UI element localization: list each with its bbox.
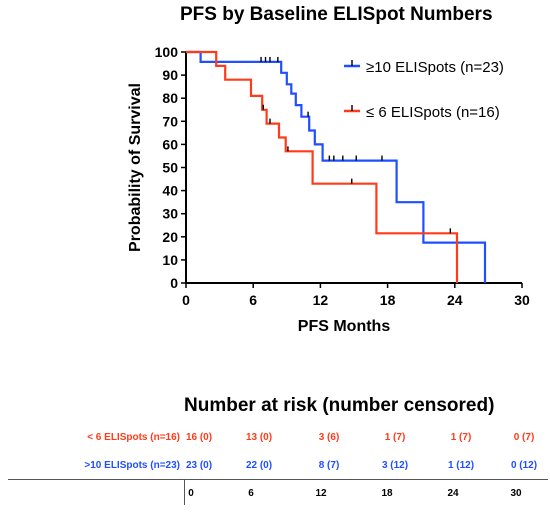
series-line-high bbox=[186, 50, 487, 283]
y-tick-label: 20 bbox=[162, 229, 178, 245]
risk-cell: 16 (0) bbox=[185, 432, 213, 443]
risk-row-label: >10 ELISpots (n=23) bbox=[84, 460, 180, 471]
risk-cell: 3 (6) bbox=[318, 432, 340, 443]
legend-label: ≥10 ELISpots (n=23) bbox=[366, 59, 504, 76]
risk-cell: 0 (12) bbox=[510, 460, 538, 471]
x-tick-label: 18 bbox=[380, 292, 396, 308]
risk-cell: 13 (0) bbox=[245, 432, 273, 443]
y-tick-label: 50 bbox=[162, 160, 178, 176]
y-tick-label: 80 bbox=[162, 90, 178, 106]
x-tick-label: 0 bbox=[182, 292, 190, 308]
chart-title: PFS by Baseline ELISpot Numbers bbox=[180, 4, 493, 25]
risk-cell: 1 (7) bbox=[384, 432, 406, 443]
km-survival-chart: 0 10 20 30 40 50 60 70 80 90 100 0 6 12 18 24 30 PFS Mont… bbox=[127, 44, 530, 335]
x-tick-label: 6 bbox=[249, 292, 257, 308]
x-tick-label: 30 bbox=[514, 292, 530, 308]
risk-table-title: Number at risk (number censored) bbox=[184, 395, 495, 416]
y-tick-label: 70 bbox=[162, 113, 178, 129]
y-tick-label: 60 bbox=[162, 136, 178, 152]
x-tick-label: 24 bbox=[447, 292, 463, 308]
risk-row-label: < 6 ELISpots (n=16) bbox=[87, 432, 180, 443]
y-axis-label: Probability of Survival bbox=[127, 83, 144, 252]
risk-time-label: 0 bbox=[188, 488, 194, 499]
risk-cell: 22 (0) bbox=[245, 460, 273, 471]
risk-time-label: 6 bbox=[248, 488, 254, 499]
y-tick-label: 30 bbox=[162, 206, 178, 222]
y-tick-label: 10 bbox=[162, 252, 178, 268]
y-tick-label: 90 bbox=[162, 67, 178, 83]
risk-table-divider bbox=[8, 479, 548, 480]
risk-cell: 3 (12) bbox=[381, 460, 409, 471]
risk-time-label: 18 bbox=[381, 488, 393, 499]
risk-cell: 1 (12) bbox=[447, 460, 475, 471]
risk-table-axis-line bbox=[184, 479, 185, 505]
x-tick-label: 12 bbox=[313, 292, 329, 308]
x-axis-label: PFS Months bbox=[298, 318, 391, 335]
y-tick-label: 100 bbox=[155, 44, 179, 60]
risk-cell: 23 (0) bbox=[185, 460, 213, 471]
risk-time-label: 30 bbox=[510, 488, 522, 499]
risk-cell: 0 (7) bbox=[513, 432, 535, 443]
series-line-low bbox=[186, 50, 459, 283]
risk-cell: 1 (7) bbox=[450, 432, 472, 443]
risk-cell: 8 (7) bbox=[318, 460, 340, 471]
y-tick-label: 40 bbox=[162, 183, 178, 199]
y-tick-label: 0 bbox=[170, 275, 178, 291]
risk-time-label: 24 bbox=[447, 488, 459, 499]
legend-label: ≤ 6 ELISpots (n=16) bbox=[366, 104, 500, 121]
risk-time-label: 12 bbox=[315, 488, 327, 499]
